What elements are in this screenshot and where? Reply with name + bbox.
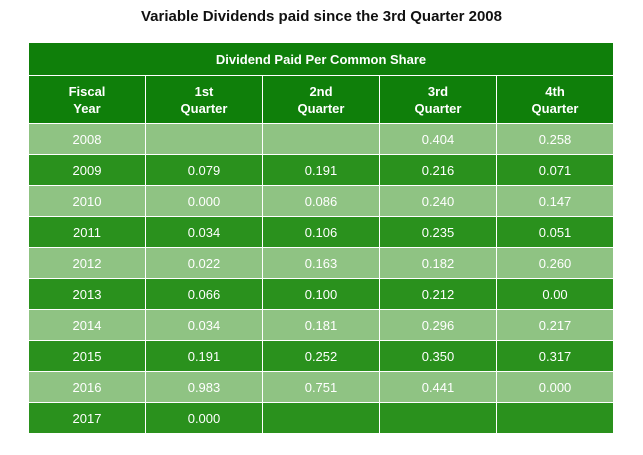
table-row: 2012 0.022 0.163 0.182 0.260 [28, 247, 615, 279]
cell-q4 [495, 402, 615, 434]
cell-q3: 0.404 [379, 123, 497, 155]
cell-q4: 0.260 [495, 247, 615, 279]
cell-q4: 0.071 [495, 154, 615, 186]
cell-q4: 0.317 [495, 340, 615, 372]
cell-q4: 0.000 [495, 371, 615, 403]
header-q1: 1st Quarter [145, 75, 263, 124]
cell-q4: 0.147 [495, 185, 615, 217]
cell-q3: 0.441 [379, 371, 497, 403]
header-fiscal-year: Fiscal Year [28, 75, 146, 124]
cell-year: 2016 [28, 371, 146, 403]
cell-q2: 0.751 [262, 371, 380, 403]
cell-q2 [262, 123, 380, 155]
cell-q3: 0.182 [379, 247, 497, 279]
cell-year: 2009 [28, 154, 146, 186]
cell-q1: 0.983 [145, 371, 263, 403]
table-row: 2010 0.000 0.086 0.240 0.147 [28, 185, 615, 217]
table-row: 2008 0.404 0.258 [28, 123, 615, 155]
cell-q2: 0.100 [262, 278, 380, 310]
cell-q3 [379, 402, 497, 434]
cell-q2: 0.086 [262, 185, 380, 217]
cell-q3: 0.350 [379, 340, 497, 372]
cell-q2: 0.191 [262, 154, 380, 186]
cell-q3: 0.296 [379, 309, 497, 341]
cell-q1: 0.022 [145, 247, 263, 279]
table-row: 2014 0.034 0.181 0.296 0.217 [28, 309, 615, 341]
table-row: 2017 0.000 [28, 402, 615, 434]
cell-year: 2010 [28, 185, 146, 217]
cell-q2: 0.163 [262, 247, 380, 279]
header-q3: 3rd Quarter [379, 75, 497, 124]
cell-year: 2012 [28, 247, 146, 279]
cell-q1: 0.000 [145, 185, 263, 217]
cell-q3: 0.240 [379, 185, 497, 217]
cell-q1: 0.079 [145, 154, 263, 186]
page-title: Variable Dividends paid since the 3rd Qu… [141, 8, 502, 25]
cell-year: 2008 [28, 123, 146, 155]
cell-q4: 0.00 [495, 278, 615, 310]
cell-year: 2014 [28, 309, 146, 341]
cell-q4: 0.217 [495, 309, 615, 341]
cell-q2: 0.181 [262, 309, 380, 341]
cell-year: 2013 [28, 278, 146, 310]
cell-q2: 0.252 [262, 340, 380, 372]
table-row: 2015 0.191 0.252 0.350 0.317 [28, 340, 615, 372]
table-row: 2009 0.079 0.191 0.216 0.071 [28, 154, 615, 186]
cell-q1 [145, 123, 263, 155]
table-row: 2013 0.066 0.100 0.212 0.00 [28, 278, 615, 310]
cell-q4: 0.258 [495, 123, 615, 155]
cell-year: 2017 [28, 402, 146, 434]
header-q2: 2nd Quarter [262, 75, 380, 124]
cell-q2: 0.106 [262, 216, 380, 248]
cell-q1: 0.066 [145, 278, 263, 310]
table-row: 2016 0.983 0.751 0.441 0.000 [28, 371, 615, 403]
cell-q3: 0.235 [379, 216, 497, 248]
cell-q1: 0.191 [145, 340, 263, 372]
table-banner: Dividend Paid Per Common Share [27, 42, 615, 76]
cell-q3: 0.216 [379, 154, 497, 186]
cell-q4: 0.051 [495, 216, 615, 248]
table-row: 2011 0.034 0.106 0.235 0.051 [28, 216, 615, 248]
cell-year: 2011 [28, 216, 146, 248]
cell-q3: 0.212 [379, 278, 497, 310]
cell-q1: 0.000 [145, 402, 263, 434]
header-q4: 4th Quarter [495, 75, 615, 124]
cell-q1: 0.034 [145, 309, 263, 341]
cell-q2 [262, 402, 380, 434]
header-row: Fiscal Year 1st Quarter 2nd Quarter 3rd Quar… [28, 75, 615, 124]
dividend-table: Dividend Paid Per Common Share Fiscal Yea… [27, 42, 615, 434]
cell-year: 2015 [28, 340, 146, 372]
cell-q1: 0.034 [145, 216, 263, 248]
